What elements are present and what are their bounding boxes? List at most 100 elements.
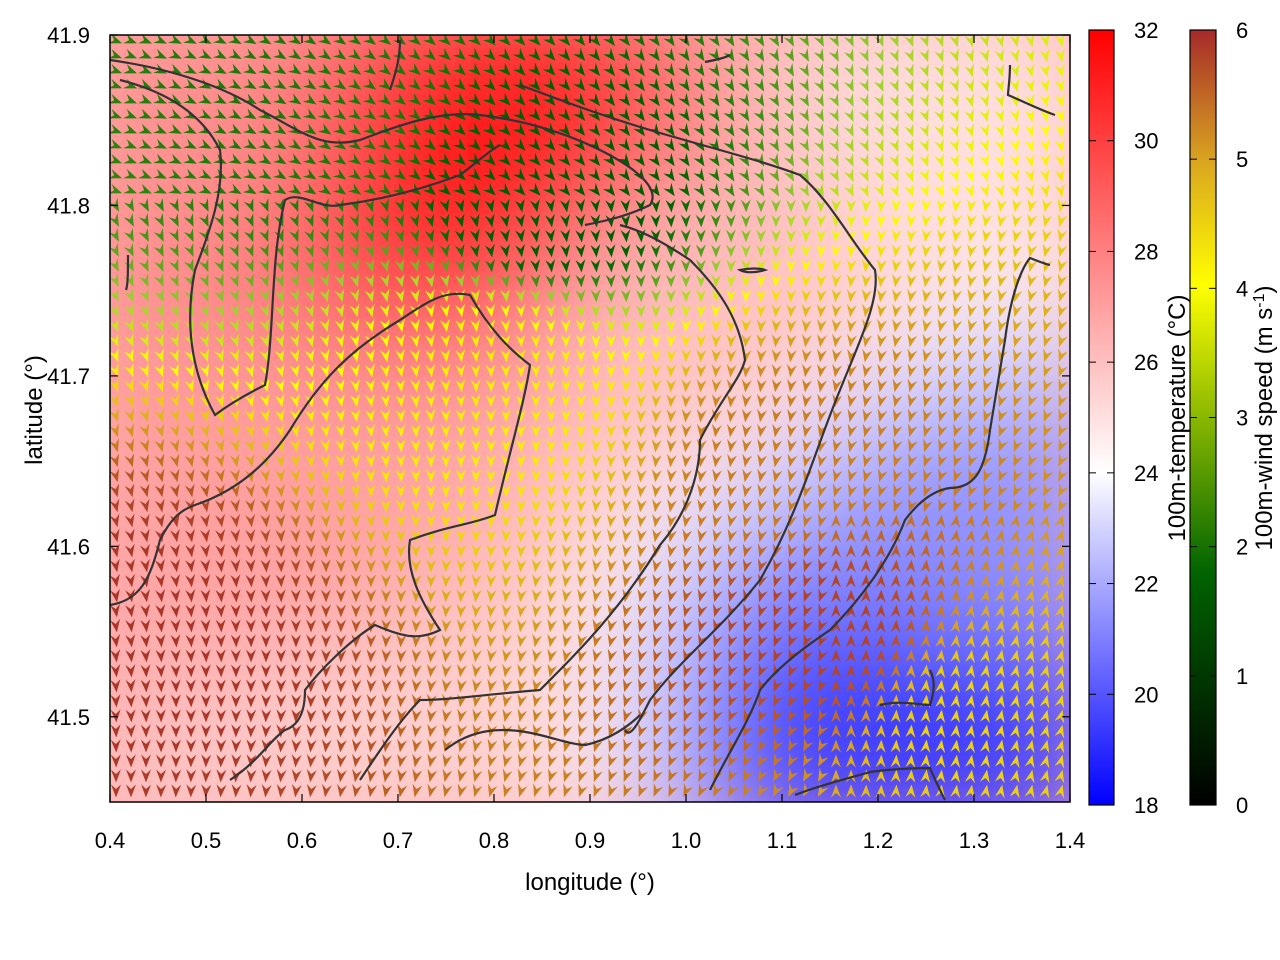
wind-arrow (832, 348, 842, 363)
wind-arrow (362, 123, 377, 135)
wind-arrow (920, 739, 931, 753)
wind-arrow (212, 63, 227, 74)
wind-arrow (274, 273, 284, 288)
wind-arrow (621, 364, 632, 378)
wind-arrow (199, 348, 209, 363)
wind-arrow (964, 93, 974, 108)
wind-arrow (949, 35, 959, 48)
wind-arrow (728, 753, 739, 767)
wind-arrow (648, 62, 660, 77)
wind-arrow (125, 694, 136, 708)
wind-arrow (562, 648, 573, 663)
wind-arrow (979, 138, 990, 153)
wind-arrow (998, 438, 1008, 453)
wind-arrow (531, 439, 542, 453)
wind-arrow (758, 573, 768, 588)
wind-arrow (875, 529, 886, 543)
wind-arrow (227, 183, 242, 194)
wind-arrow (787, 363, 797, 378)
wind-arrow (244, 318, 254, 333)
wind-arrow (337, 768, 347, 783)
wind-arrow (200, 619, 211, 633)
wind-arrow (349, 258, 360, 273)
wind-arrow (652, 513, 662, 528)
wind-arrow (110, 618, 120, 633)
wind-arrow (1024, 679, 1035, 694)
wind-arrow (306, 634, 317, 648)
wind-arrow (422, 138, 436, 151)
wind-arrow (168, 168, 182, 179)
wind-arrow (1012, 243, 1023, 258)
wind-arrow (622, 648, 633, 663)
wind-arrow (818, 603, 828, 618)
wind-arrow (274, 288, 284, 303)
wind-arrow (200, 558, 211, 573)
wind-arrow (485, 409, 496, 423)
wind-arrow (713, 708, 723, 723)
wind-arrow (743, 768, 754, 782)
wind-arrow (786, 229, 797, 243)
wind-arrow (437, 78, 451, 91)
wind-arrow (1009, 35, 1020, 48)
wind-arrow (801, 333, 812, 348)
wind-arrow (1039, 679, 1050, 694)
wind-arrow (412, 768, 423, 783)
wind-arrow (138, 243, 149, 257)
wind-arrow (322, 783, 332, 798)
wind-arrow (547, 693, 558, 708)
wind-arrow (1043, 423, 1053, 437)
wind-arrow (126, 769, 136, 783)
wind-arrow (365, 544, 376, 558)
wind-arrow (621, 334, 631, 348)
wind-arrow (260, 544, 271, 558)
wind-arrow (351, 589, 362, 603)
wind-arrow (728, 783, 739, 797)
wind-arrow (682, 453, 692, 468)
wind-arrow (938, 453, 948, 468)
wind-arrow (214, 423, 225, 438)
wind-arrow (472, 708, 483, 723)
wind-arrow (1009, 679, 1020, 694)
wind-arrow (153, 78, 167, 89)
wind-arrow (231, 709, 242, 723)
wind-arrow (680, 229, 691, 243)
wind-arrow (771, 349, 782, 363)
wind-arrow (683, 633, 693, 648)
wind-arrow (816, 304, 827, 318)
wind-arrow (347, 35, 362, 45)
wind-arrow (877, 423, 888, 438)
wind-arrow (563, 783, 573, 798)
wind-arrow (516, 469, 527, 483)
wind-arrow (919, 153, 929, 168)
wind-arrow (1042, 288, 1053, 303)
wind-arrow (352, 768, 362, 783)
wind-arrow (1054, 739, 1065, 754)
wind-arrow (440, 439, 451, 453)
wind-arrow (138, 168, 152, 179)
wind-arrow (621, 394, 632, 408)
wind-arrow (1039, 138, 1050, 153)
wind-arrow (548, 738, 558, 753)
wind-arrow (728, 708, 739, 722)
wind-arrow (965, 709, 975, 724)
wind-arrow (456, 633, 467, 648)
wind-arrow (575, 349, 586, 363)
wind-arrow (698, 708, 708, 723)
wind-arrow (651, 468, 662, 483)
wind-arrow (758, 768, 769, 782)
wind-arrow (726, 244, 736, 258)
wind-arrow (168, 243, 179, 257)
wind-arrow (229, 408, 240, 423)
wind-arrow (711, 394, 722, 408)
wind-arrow (831, 214, 842, 228)
wind-arrow (1024, 48, 1035, 63)
colorbar-tick-label: 3 (1236, 406, 1248, 431)
wind-arrow (560, 319, 571, 333)
wind-arrow (381, 634, 392, 648)
wind-arrow (455, 273, 465, 288)
wind-arrow (257, 35, 272, 45)
wind-arrow (893, 498, 903, 513)
wind-arrow (877, 303, 887, 318)
wind-arrow (1024, 63, 1035, 78)
